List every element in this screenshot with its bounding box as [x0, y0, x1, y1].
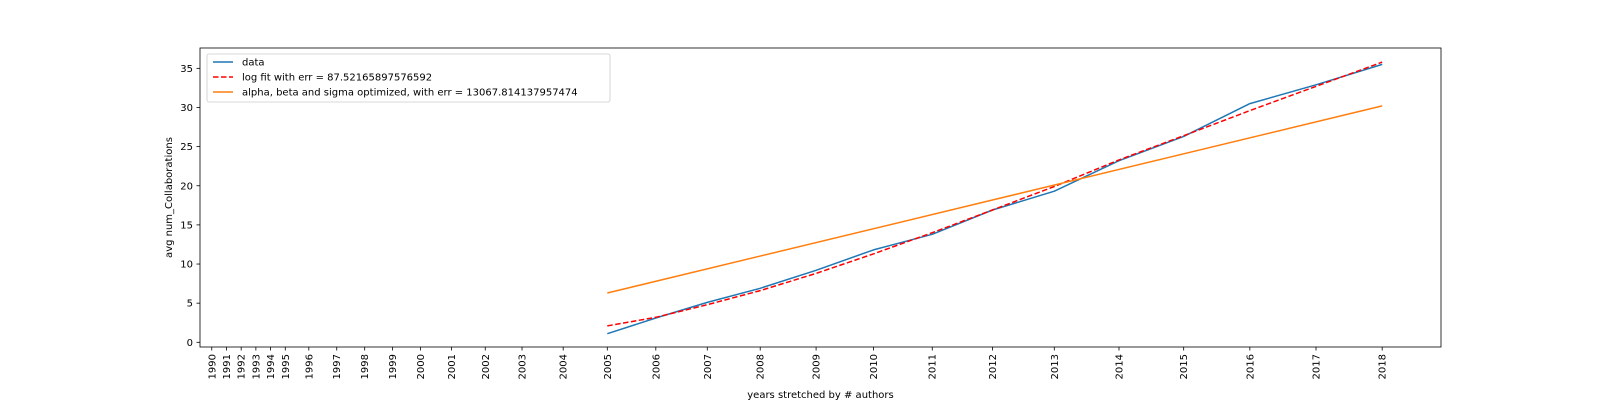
y-tick-label: 10	[180, 260, 193, 271]
series-line-2	[607, 61, 1383, 327]
x-tick-label: 2016	[1245, 354, 1256, 379]
x-tick-label: 2017	[1312, 354, 1323, 379]
legend-box	[206, 53, 611, 103]
x-tick-label: 2006	[651, 354, 662, 379]
x-tick-label: 1996	[304, 354, 315, 379]
y-tick-label: 30	[180, 103, 193, 114]
legend-label: log fit with err = 87.52165897576592	[242, 73, 432, 84]
x-tick-label: 2002	[481, 354, 492, 379]
x-tick-label: 2009	[812, 354, 823, 379]
x-tick-label: 1990	[207, 354, 218, 379]
x-tick-label: 2007	[703, 354, 714, 379]
plot-frame	[199, 47, 1442, 348]
y-tick-label: 0	[187, 338, 193, 349]
x-tick-label: 1994	[266, 354, 277, 379]
x-axis-label: years stretched by # authors	[747, 390, 893, 400]
x-tick-label: 2011	[928, 354, 939, 379]
x-tick-label: 2003	[518, 354, 529, 379]
x-tick-label: 2008	[756, 354, 767, 379]
y-axis-label: avg num_Collaborations	[164, 137, 175, 258]
x-tick-label: 2013	[1050, 354, 1061, 379]
x-tick-label: 2005	[603, 354, 614, 379]
x-tick-label: 1992	[237, 354, 248, 379]
x-tick-label: 2001	[447, 354, 458, 379]
legend-label: alpha, beta and sigma optimized, with er…	[242, 88, 578, 99]
x-tick-label: 2004	[559, 354, 570, 379]
x-tick-label: 2010	[869, 354, 880, 379]
x-tick-label: 2012	[988, 354, 999, 379]
x-tick-label: 2000	[416, 354, 427, 379]
x-tick-label: 2015	[1179, 354, 1190, 379]
x-tick-label: 2014	[1114, 354, 1125, 379]
x-tick-label: 2018	[1378, 354, 1389, 379]
x-axis: 1990 1991 1992 1993 1994 1995 1996 1997 1998 1999…	[207, 347, 1389, 379]
x-tick-label: 1997	[332, 354, 343, 379]
x-tick-label: 1991	[222, 354, 233, 379]
y-tick-label: 35	[180, 64, 193, 75]
x-tick-label: 1995	[281, 354, 292, 379]
legend: data log fit with err = 87.52165897576592…	[206, 53, 611, 103]
x-tick-label: 1998	[360, 354, 371, 379]
y-tick-label: 20	[180, 181, 193, 192]
y-tick-label: 5	[187, 299, 193, 310]
x-tick-label: 1999	[388, 354, 399, 379]
x-tick-label: 1993	[251, 354, 262, 379]
series-layer	[607, 61, 1383, 335]
y-tick-label: 25	[180, 142, 193, 153]
y-tick-label: 15	[180, 220, 193, 231]
series-line-3	[607, 105, 1383, 294]
y-axis: 0 5 10 15 20 25 30 35	[180, 64, 200, 349]
legend-label: data	[242, 58, 265, 69]
